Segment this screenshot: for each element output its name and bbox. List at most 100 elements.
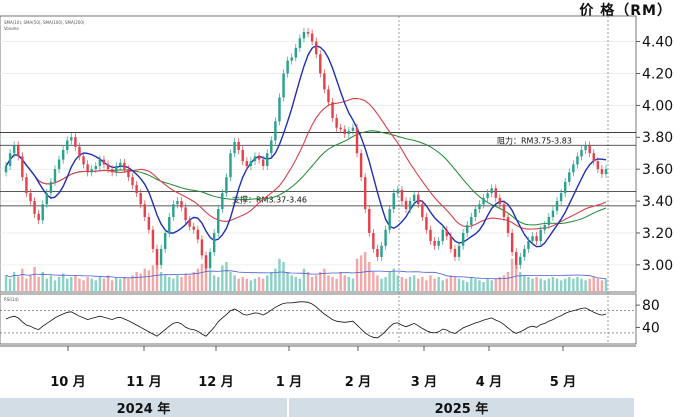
volume-bar-20 [86,277,89,292]
candle-body-117 [482,197,485,205]
volume-bar-63 [261,278,265,292]
volume-bar-115 [474,278,477,292]
volume-bar-98 [404,278,408,292]
x-tick-label-1: 11 月 [126,375,162,390]
candle-body-103 [425,217,428,230]
volume-bar-8 [37,277,40,292]
candle-body-53 [221,193,224,210]
volume-bar-106 [437,277,440,292]
volume-bar-113 [466,282,469,292]
candle-body-99 [408,201,412,210]
candle-body-2 [12,145,16,154]
volume-bar-107 [441,280,444,292]
candle-body-27 [114,165,118,173]
volume-bar-87 [359,255,363,292]
volume-bar-17 [74,275,77,292]
volume-bar-22 [94,280,98,292]
candle-body-69 [286,60,289,74]
candle-body-6 [29,193,32,202]
candle-body-97 [400,189,404,202]
volume-bar-144 [592,277,595,292]
candle-body-64 [266,153,269,166]
volume-bar-29 [123,277,126,292]
x-tick-label-3: 1 月 [276,375,303,390]
volume-bar-72 [298,278,302,292]
volume-bar-136 [559,280,563,292]
volume-bar-58 [241,277,244,292]
volume-bar-76 [314,275,318,292]
candle-body-20 [86,164,89,173]
volume-bar-30 [127,278,130,292]
volume-bar-28 [119,278,122,292]
candle-body-38 [159,248,163,265]
candle-body-102 [421,204,424,218]
volume-bar-65 [270,272,273,292]
y-tick-label-4: 3.60 [642,162,673,178]
volume-bar-101 [417,278,420,292]
candle-body-92 [380,245,383,257]
candle-body-121 [498,197,502,205]
candle-body-75 [310,33,314,42]
volume-bar-134 [551,277,555,292]
volume-bar-85 [351,278,355,292]
volume-bar-104 [429,275,432,292]
candle-body-128 [527,240,530,249]
candle-body-60 [249,161,253,166]
candle-body-78 [323,73,326,90]
volume-bar-129 [531,278,534,292]
candle-body-29 [123,162,126,170]
volume-bar-124 [510,258,514,292]
candle-body-51 [212,232,216,253]
volume-bar-13 [57,277,61,292]
volume-bar-39 [163,275,167,292]
candle-body-95 [392,193,395,210]
volume-bar-36 [151,265,155,292]
volume-bar-135 [555,278,559,292]
volume-bar-82 [339,272,342,292]
volume-bar-68 [282,262,285,292]
y-tick-label-0: 4.40 [642,35,673,51]
volume-bar-111 [457,278,461,292]
volume-bar-118 [486,278,489,292]
candle-body-67 [278,97,281,122]
volume-bar-10 [45,278,49,292]
candle-body-83 [343,129,346,135]
volume-bar-112 [461,280,465,292]
candle-body-70 [290,57,293,61]
candle-body-124 [510,232,514,253]
candle-body-47 [196,229,200,240]
candle-body-73 [302,31,306,39]
candle-body-65 [270,140,273,154]
volume-bar-96 [396,275,400,292]
candle-body-24 [102,159,106,165]
volume-bar-12 [53,280,57,292]
candle-body-71 [294,47,298,58]
candle-body-129 [531,236,534,241]
candle-body-82 [339,127,342,130]
candle-body-16 [70,137,73,141]
volume-bar-108 [445,278,449,292]
candle-body-147 [604,169,608,174]
candle-body-101 [417,194,420,205]
candle-body-34 [143,204,146,218]
volume-bar-51 [212,275,216,292]
volume-bar-5 [25,278,28,292]
candle-body-46 [192,226,195,230]
candle-body-18 [78,146,81,157]
candle-body-12 [53,169,57,182]
volume-bar-38 [159,272,163,292]
volume-bar-147 [604,278,608,292]
candle-body-127 [523,248,526,257]
candle-body-111 [457,245,461,257]
candle-body-28 [119,162,122,166]
volume-bar-123 [506,272,510,292]
candle-body-126 [519,256,522,265]
support-label: 支撑：RM3.37-3.46 [232,194,307,204]
candle-body-3 [17,145,20,157]
volume-bar-40 [168,277,171,292]
rsi-tick-label-0: 80 [642,298,660,314]
candle-body-81 [335,118,338,128]
volume-bar-125 [514,252,518,292]
candle-body-19 [82,156,85,165]
candle-body-88 [363,177,367,210]
